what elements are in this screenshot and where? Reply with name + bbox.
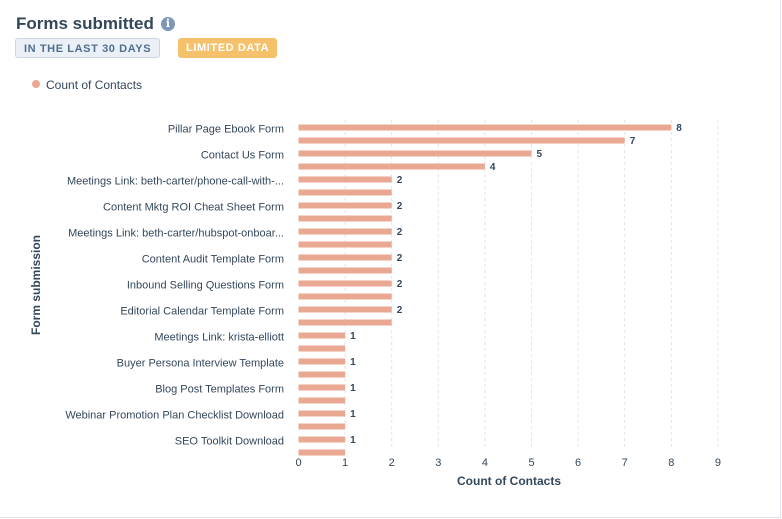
category-label: Editorial Calendar Template Form (120, 306, 284, 318)
bar[interactable] (298, 215, 392, 222)
x-tick-label: 6 (575, 457, 581, 469)
bar-value-label: 4 (490, 162, 496, 173)
bar[interactable] (298, 137, 625, 144)
category-label: Content Audit Template Form (142, 254, 284, 266)
bar-value-label: 1 (350, 357, 356, 368)
bar[interactable] (298, 371, 346, 378)
date-range-badge: IN THE LAST 30 DAYS (15, 38, 161, 58)
bar-value-label: 2 (397, 175, 403, 186)
bar-value-label: 1 (350, 409, 356, 420)
bar[interactable] (298, 254, 392, 261)
bar[interactable] (298, 241, 392, 248)
bar[interactable] (298, 267, 392, 274)
bar[interactable] (298, 280, 392, 287)
bar[interactable] (298, 228, 392, 235)
x-tick-label: 9 (715, 457, 721, 469)
category-label: SEO Toolkit Download (175, 436, 284, 448)
category-label: Meetings Link: beth-carter/phone-call-wi… (67, 176, 284, 188)
bar[interactable] (298, 202, 392, 209)
bar-value-label: 5 (537, 149, 543, 160)
bar-value-label: 7 (630, 136, 636, 147)
x-tick-label: 7 (622, 457, 628, 469)
category-label: Content Mktg ROI Cheat Sheet Form (103, 202, 284, 214)
bar[interactable] (298, 358, 346, 365)
limited-data-badge[interactable]: LIMITED DATA (178, 38, 278, 58)
y-axis-title: Form submission (29, 235, 43, 335)
bar[interactable] (298, 319, 392, 326)
category-label: Webinar Promotion Plan Checklist Downloa… (65, 410, 284, 422)
category-label: Contact Us Form (201, 150, 284, 162)
bar[interactable] (298, 163, 485, 170)
bar[interactable] (298, 176, 392, 183)
bar[interactable] (298, 124, 672, 131)
category-label: Pillar Page Ebook Form (168, 124, 284, 136)
bar[interactable] (298, 449, 346, 456)
x-tick-label: 0 (295, 457, 301, 469)
category-label: Meetings Link: krista-elliott (154, 332, 284, 344)
legend-swatch (32, 80, 40, 88)
legend-label: Count of Contacts (46, 78, 143, 92)
bar-value-label: 2 (397, 305, 403, 316)
bar-value-label: 1 (350, 383, 356, 394)
bar-value-label: 2 (397, 201, 403, 212)
chart-legend[interactable]: Count of Contacts (32, 78, 142, 92)
x-tick-label: 8 (668, 457, 674, 469)
bar-value-label: 2 (397, 279, 403, 290)
bar[interactable] (298, 293, 392, 300)
bar[interactable] (298, 436, 346, 443)
info-icon[interactable]: i (161, 17, 175, 31)
bar-value-label: 2 (397, 227, 403, 238)
bar-value-label: 1 (350, 435, 356, 446)
category-label: Blog Post Templates Form (155, 384, 284, 396)
bar[interactable] (298, 306, 392, 313)
bar[interactable] (298, 423, 346, 430)
bar[interactable] (298, 384, 346, 391)
bar-value-label: 1 (350, 331, 356, 342)
category-label: Inbound Selling Questions Form (127, 280, 284, 292)
x-tick-label: 4 (482, 457, 488, 469)
category-label: Meetings Link: beth-carter/hubspot-onboa… (68, 228, 284, 240)
bar-value-label: 2 (397, 253, 403, 264)
bar[interactable] (298, 410, 346, 417)
x-axis-title: Count of Contacts (457, 474, 561, 488)
x-tick-label: 1 (342, 457, 348, 469)
bar[interactable] (298, 397, 346, 404)
x-tick-label: 2 (389, 457, 395, 469)
x-tick-label: 3 (435, 457, 441, 469)
bar[interactable] (298, 150, 532, 157)
category-label: Buyer Persona Interview Template (117, 358, 284, 370)
bar[interactable] (298, 189, 392, 196)
bar-value-label: 8 (676, 123, 682, 134)
report-title: Forms submitted (16, 14, 154, 33)
bar[interactable] (298, 332, 346, 339)
x-tick-label: 5 (528, 457, 534, 469)
bar[interactable] (298, 345, 346, 352)
